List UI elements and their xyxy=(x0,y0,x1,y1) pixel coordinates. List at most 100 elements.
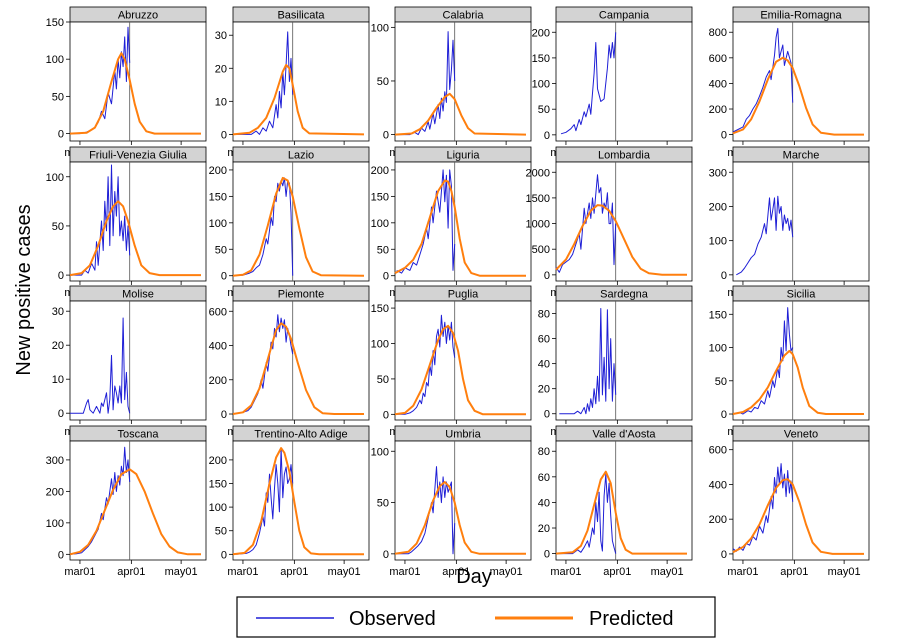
y-tick-label: 100 xyxy=(371,446,389,458)
y-tick-label: 200 xyxy=(209,455,227,467)
observed-line xyxy=(555,174,617,273)
panel: Sardegna020406080mar01apr01may01 xyxy=(538,285,693,438)
legend: Observed Predicted xyxy=(236,596,716,638)
predicted-line xyxy=(232,447,364,556)
y-tick-label: 200 xyxy=(371,165,389,177)
panel-frame xyxy=(394,21,532,142)
y-tick-label: 80 xyxy=(538,309,550,321)
panel-title: Sardegna xyxy=(600,289,649,301)
panel: Friuli-Venezia Giulia050100mar01apr01may… xyxy=(46,146,207,299)
y-tick-label: 400 xyxy=(709,78,727,90)
y-tick-label: 600 xyxy=(209,306,227,318)
x-tick-label: apr01 xyxy=(442,566,470,578)
panel: Basilicata0102030mar01apr01may01 xyxy=(215,6,370,159)
y-tick-label: 150 xyxy=(209,191,227,203)
y-tick-label: 100 xyxy=(46,518,64,530)
y-tick-label: 50 xyxy=(215,526,227,538)
panel-title: Lazio xyxy=(288,150,314,162)
predicted-line xyxy=(394,324,526,416)
y-tick-label: 100 xyxy=(371,339,389,351)
panel: Molise0102030mar01apr01may01 xyxy=(52,285,207,438)
x-axis-title: Day xyxy=(456,566,492,588)
y-tick-label: 1500 xyxy=(526,193,550,205)
panel: Puglia050100150mar01apr01may01 xyxy=(371,285,532,438)
panel: Liguria050100150200mar01apr01may01 xyxy=(371,146,532,299)
y-tick-label: 200 xyxy=(209,165,227,177)
y-tick-label: 150 xyxy=(209,479,227,491)
panel-frame xyxy=(732,300,870,421)
y-tick-label: 100 xyxy=(46,172,64,184)
y-tick-label: 20 xyxy=(215,63,227,75)
x-tick-label: apr01 xyxy=(603,566,631,578)
panel-title: Umbria xyxy=(445,429,481,441)
predicted-line xyxy=(394,92,527,136)
predicted-line xyxy=(232,322,364,415)
y-tick-label: 200 xyxy=(709,514,727,526)
y-tick-label: 30 xyxy=(215,30,227,42)
y-tick-label: 600 xyxy=(709,445,727,457)
panel-title: Friuli-Venezia Giulia xyxy=(89,150,188,162)
observed-line xyxy=(70,317,131,414)
y-tick-label: 10 xyxy=(215,96,227,108)
y-tick-label: 600 xyxy=(709,53,727,65)
observed-line xyxy=(732,307,794,415)
panel-frame xyxy=(69,300,207,421)
x-tick-label: may01 xyxy=(165,566,198,578)
panel-title: Emilia-Romagna xyxy=(760,10,842,22)
y-tick-label: 100 xyxy=(371,22,389,34)
predicted-line xyxy=(69,200,201,277)
panel-title: Sicilia xyxy=(787,289,817,301)
panel: Veneto 0 200 400 600 mar01 apr01 may01 xyxy=(709,425,870,578)
panel-frame xyxy=(555,21,693,142)
legend-predicted-label: Predicted xyxy=(589,608,674,630)
y-tick-label: 0 xyxy=(721,409,727,421)
y-tick-label: 100 xyxy=(209,218,227,230)
y-tick-label: 200 xyxy=(209,375,227,387)
panel-title: Abruzzo xyxy=(118,10,158,22)
predicted-line xyxy=(555,470,687,555)
panel-title: Marche xyxy=(783,150,820,162)
predicted-line xyxy=(394,481,526,555)
panel-frame xyxy=(394,440,532,561)
x-tick-label: mar01 xyxy=(64,566,95,578)
y-tick-label: 50 xyxy=(52,91,64,103)
observed-line xyxy=(560,32,617,135)
y-tick-label: 60 xyxy=(538,334,550,346)
y-tick-label: 0 xyxy=(383,409,389,421)
y-tick-label: 0 xyxy=(721,130,727,142)
panel: Calabria050100mar01apr01may01 xyxy=(371,6,532,159)
y-tick-label: 0 xyxy=(721,270,727,282)
y-tick-label: 100 xyxy=(371,218,389,230)
panel-title: Puglia xyxy=(448,289,479,301)
y-tick-label: 0 xyxy=(544,549,550,561)
panel-frame xyxy=(555,161,693,282)
predicted-line xyxy=(69,52,201,135)
y-tick-label: 1000 xyxy=(526,219,550,231)
panel: Campania050100150200mar01apr01may01 xyxy=(532,6,693,159)
x-tick-label: apr01 xyxy=(280,566,308,578)
observed-line xyxy=(395,314,456,415)
panel-title: Campania xyxy=(599,10,650,22)
y-tick-label: 0 xyxy=(221,129,227,141)
panel-frame xyxy=(732,21,870,142)
panel-frame xyxy=(732,161,870,282)
y-tick-label: 50 xyxy=(377,76,389,88)
y-tick-label: 0 xyxy=(221,271,227,283)
panel-title: Molise xyxy=(122,289,154,301)
y-tick-label: 0 xyxy=(58,270,64,282)
panel-title: Liguria xyxy=(446,150,480,162)
observed-line xyxy=(232,314,294,415)
x-tick-label: apr01 xyxy=(117,566,145,578)
y-tick-label: 0 xyxy=(58,549,64,561)
x-tick-label: may01 xyxy=(651,566,684,578)
y-tick-label: 50 xyxy=(377,244,389,256)
y-tick-label: 0 xyxy=(221,549,227,561)
panel: Emilia-Romagna0200400600800mar01apr01may… xyxy=(709,6,870,159)
x-tick-label: may01 xyxy=(490,566,523,578)
y-tick-label: 20 xyxy=(538,523,550,535)
y-tick-label: 0 xyxy=(721,549,727,561)
y-tick-label: 20 xyxy=(538,384,550,396)
y-tick-label: 300 xyxy=(46,455,64,467)
predicted-line xyxy=(69,468,201,556)
x-tick-label: may01 xyxy=(828,566,861,578)
